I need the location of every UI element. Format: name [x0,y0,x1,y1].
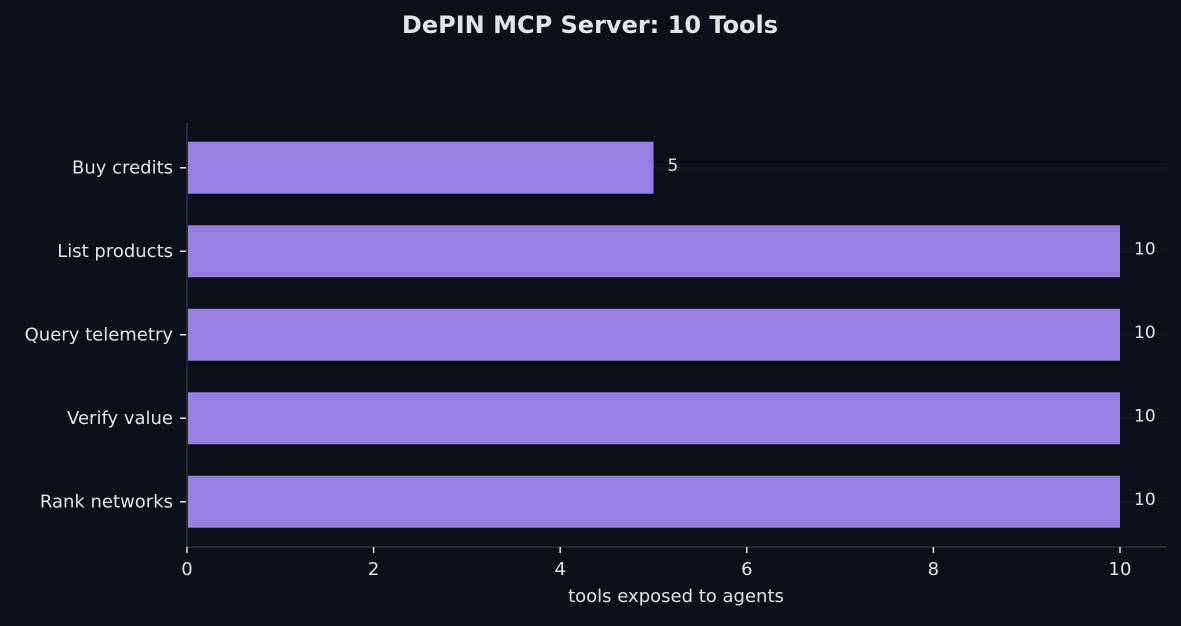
labels: Buy credits 5 List products 10 Query telemet… [25,156,1156,580]
y-tick-label: List products [57,241,173,262]
bar [188,475,1120,528]
chart-title: DePIN MCP Server: 10 Tools [402,11,778,39]
bar [188,308,1120,361]
x-tick-label: 6 [741,559,752,580]
bars [188,141,1120,528]
x-tick-label: 0 [181,559,192,580]
data-label: 10 [1134,406,1156,426]
data-label: 10 [1134,323,1156,343]
x-axis-label: tools exposed to agents [568,586,784,607]
bar [188,225,1120,278]
bar [188,392,1120,445]
x-tick-label: 4 [554,559,565,580]
y-tick-label: Buy credits [72,157,173,178]
y-tick-label: Rank networks [40,491,173,512]
data-label: 10 [1134,239,1156,259]
y-tick-label: Query telemetry [25,324,174,345]
bar [188,141,654,194]
data-label: 10 [1134,490,1156,510]
y-tick-label: Verify value [67,408,173,429]
axes [180,123,1167,553]
x-tick-label: 8 [928,559,939,580]
data-label: 5 [668,156,679,176]
x-tick-label: 2 [368,559,379,580]
x-tick-label: 10 [1109,559,1132,580]
